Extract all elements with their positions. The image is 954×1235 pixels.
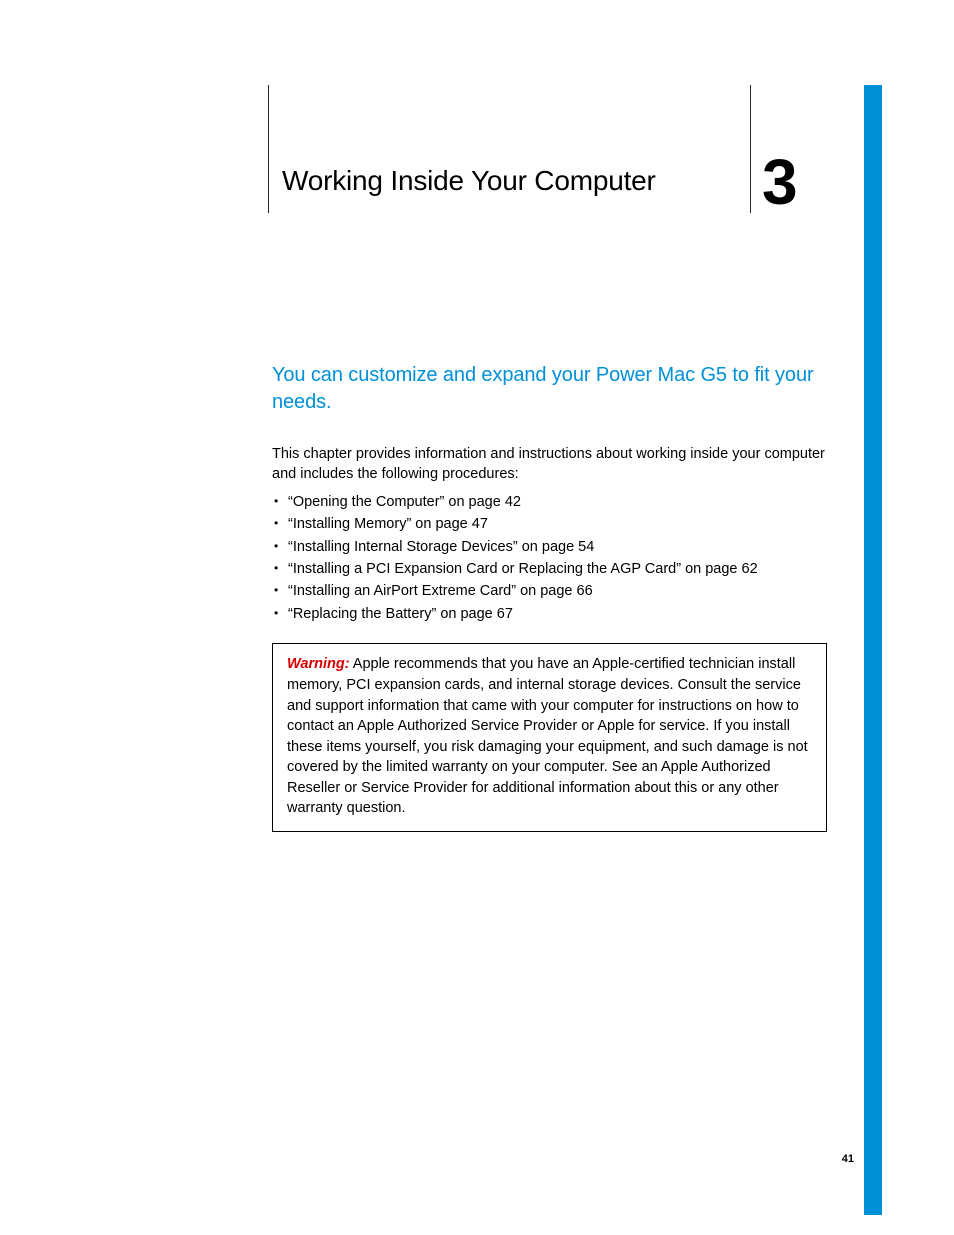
procedure-list: “Opening the Computer” on page 42 “Insta… (272, 491, 827, 626)
warning-text: Apple recommends that you have an Apple-… (287, 656, 808, 816)
warning-label: Warning: (287, 656, 350, 672)
intro-sentence: You can customize and expand your Power … (272, 362, 827, 416)
chapter-title: Working Inside Your Computer (282, 165, 656, 197)
page-number: 41 (842, 1153, 854, 1165)
chapter-tab (864, 85, 882, 1215)
list-item: “Installing an AirPort Extreme Card” on … (272, 580, 827, 602)
content-block: You can customize and expand your Power … (272, 362, 827, 832)
chapter-number: 3 (762, 150, 798, 214)
list-item: “Opening the Computer” on page 42 (272, 491, 827, 513)
title-rule-left (268, 85, 269, 213)
title-rule-right (750, 85, 751, 213)
list-item: “Installing a PCI Expansion Card or Repl… (272, 558, 827, 580)
list-item: “Installing Memory” on page 47 (272, 513, 827, 535)
list-item: “Replacing the Battery” on page 67 (272, 603, 827, 625)
list-item: “Installing Internal Storage Devices” on… (272, 536, 827, 558)
warning-box: Warning: Apple recommends that you have … (272, 643, 827, 832)
lead-paragraph: This chapter provides information and in… (272, 444, 827, 485)
page: Working Inside Your Computer 3 You can c… (0, 0, 954, 1235)
